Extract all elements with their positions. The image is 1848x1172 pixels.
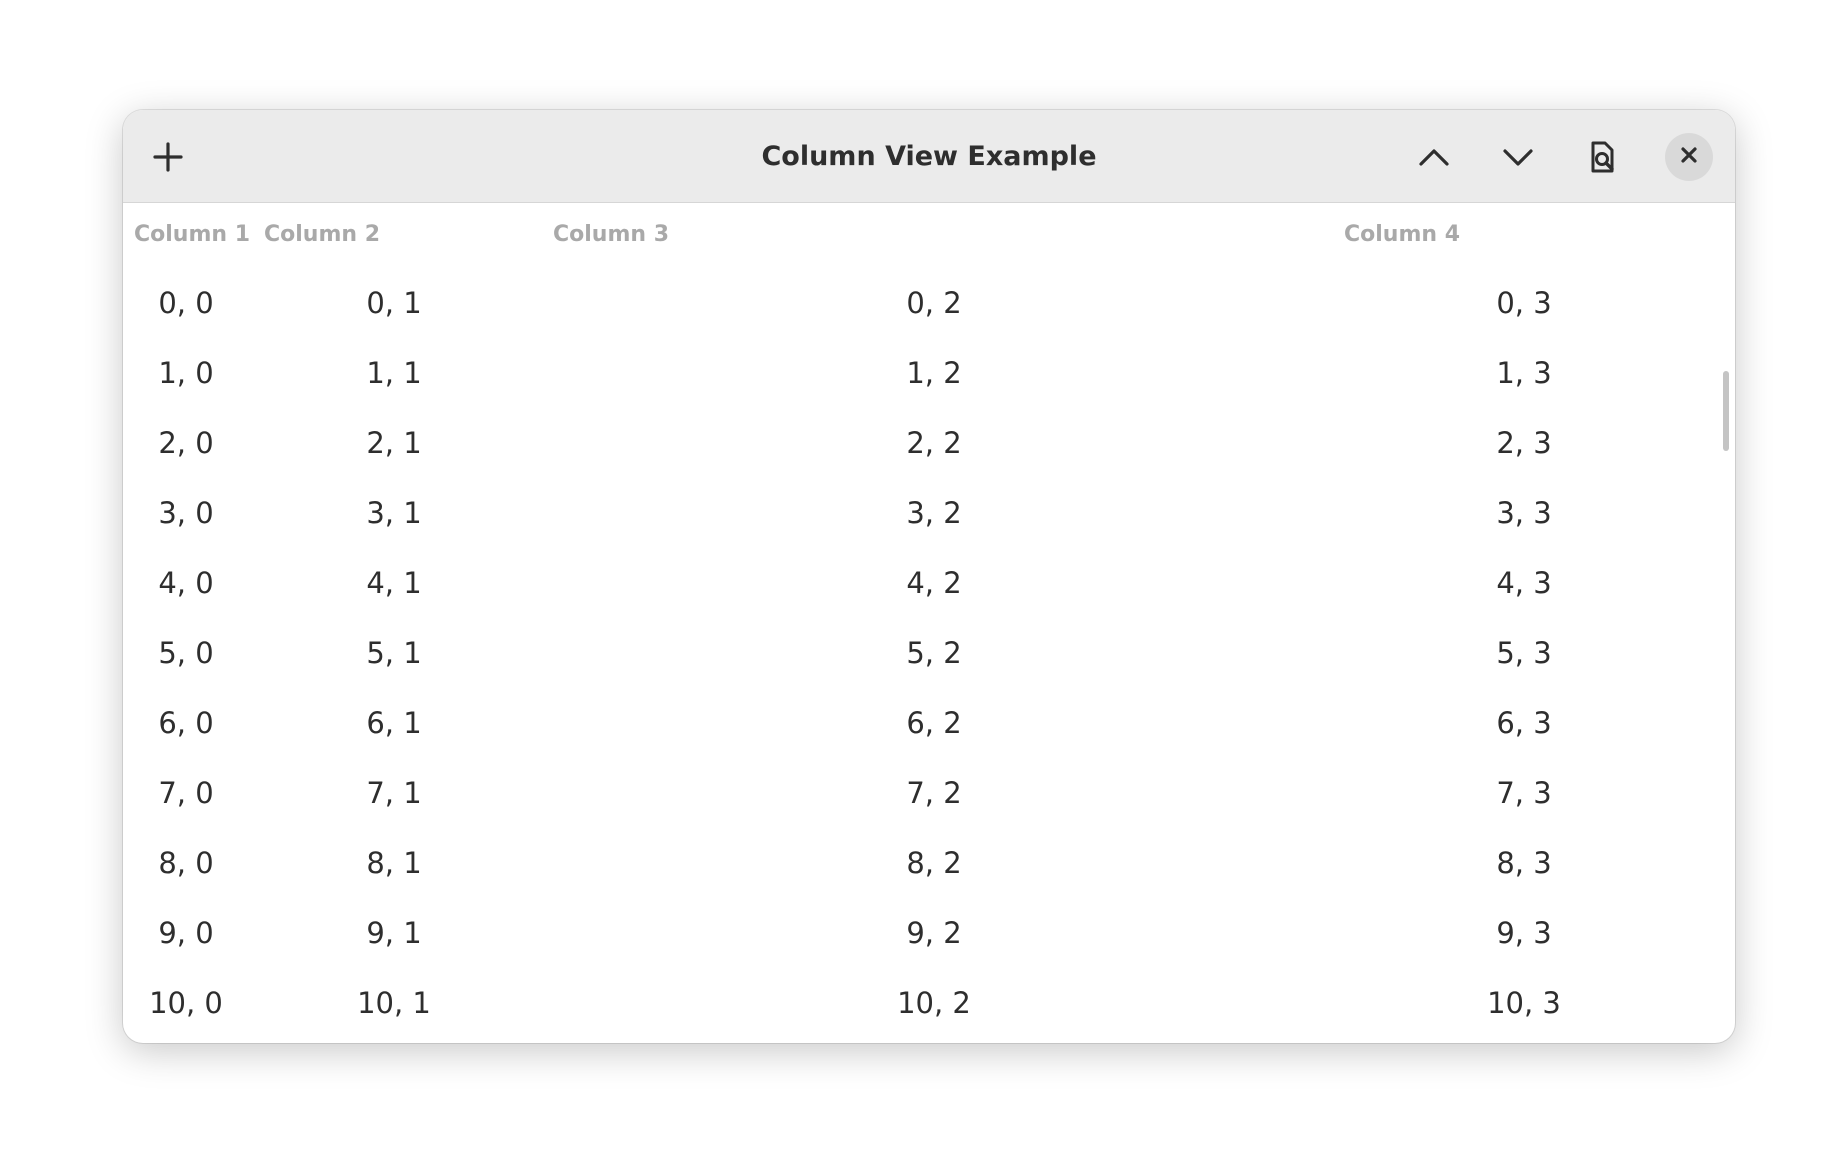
table-cell: 8, 0 [158,846,214,880]
table-cell: 5, 2 [906,636,962,670]
table-cell: 1, 1 [366,356,422,390]
table-cell: 3, 1 [366,496,422,530]
table-cell: 9, 3 [1496,916,1552,950]
table-cell: 6, 2 [906,706,962,740]
table-row[interactable]: 3, 0 3, 1 3, 2 3, 3 [123,478,1735,548]
table-row[interactable]: 4, 0 4, 1 4, 2 4, 3 [123,548,1735,618]
table-cell: 2, 0 [158,426,214,460]
table-cell: 9, 1 [366,916,422,950]
column-header-3[interactable]: Column 3 [553,222,670,247]
table-cell: 9, 0 [158,916,214,950]
table-row[interactable]: 2, 0 2, 1 2, 2 2, 3 [123,408,1735,478]
table-cell: 7, 3 [1496,776,1552,810]
table-cell: 6, 0 [158,706,214,740]
table-row[interactable]: 9, 0 9, 1 9, 2 9, 3 [123,898,1735,968]
plus-icon [152,141,184,173]
table-row[interactable]: 0, 0 0, 1 0, 2 0, 3 [123,268,1735,338]
table-cell: 10, 0 [149,986,223,1020]
table-cell: 4, 3 [1496,566,1552,600]
table-cell: 4, 1 [366,566,422,600]
table-cell: 7, 2 [906,776,962,810]
table-cell: 10, 2 [897,986,971,1020]
column-header-1[interactable]: Column 1 [134,222,251,247]
table-cell: 1, 0 [158,356,214,390]
table-cell: 7, 1 [366,776,422,810]
table-cell: 4, 0 [158,566,214,600]
column-header-2[interactable]: Column 2 [264,222,381,247]
table-cell: 3, 0 [158,496,214,530]
table-cell: 2, 2 [906,426,962,460]
table-cell: 10, 3 [1487,986,1561,1020]
table-cell: 3, 2 [906,496,962,530]
chevron-up-icon [1417,140,1451,174]
table-cell: 8, 3 [1496,846,1552,880]
table-row[interactable]: 5, 0 5, 1 5, 2 5, 3 [123,618,1735,688]
table-cell: 6, 3 [1496,706,1552,740]
table-cell: 7, 0 [158,776,214,810]
add-button[interactable] [142,131,194,183]
table-cell: 3, 3 [1496,496,1552,530]
table-cell: 5, 0 [158,636,214,670]
table-row[interactable]: 8, 0 8, 1 8, 2 8, 3 [123,828,1735,898]
column-header-4[interactable]: Column 4 [1344,222,1461,247]
table-cell: 1, 3 [1496,356,1552,390]
column-view: Column 1 Column 2 Column 3 Column 4 0, 0… [123,203,1735,1043]
document-search-icon [1585,140,1619,174]
headerbar: Column View Example [123,110,1735,203]
table-cell: 8, 2 [906,846,962,880]
table-cell: 0, 2 [906,286,962,320]
close-icon [1680,146,1698,168]
table-cell: 4, 2 [906,566,962,600]
table-cell: 1, 2 [906,356,962,390]
table-cell: 10, 1 [357,986,431,1020]
table-row[interactable]: 10, 0 10, 1 10, 2 10, 3 [123,968,1735,1038]
table-cell: 0, 0 [158,286,214,320]
table-cell: 5, 3 [1496,636,1552,670]
vertical-scrollbar[interactable] [1723,371,1729,451]
previous-button[interactable] [1408,131,1460,183]
table-cell: 5, 1 [366,636,422,670]
next-button[interactable] [1492,131,1544,183]
app-window: Column View Example [123,110,1735,1043]
table-cell: 9, 2 [906,916,962,950]
table-cell: 0, 3 [1496,286,1552,320]
table-row[interactable]: 1, 0 1, 1 1, 2 1, 3 [123,338,1735,408]
table-cell: 2, 3 [1496,426,1552,460]
table-cell: 6, 1 [366,706,422,740]
table-row[interactable]: 6, 0 6, 1 6, 2 6, 3 [123,688,1735,758]
table-cell: 8, 1 [366,846,422,880]
chevron-down-icon [1501,140,1535,174]
table-cell: 2, 1 [366,426,422,460]
find-button[interactable] [1576,131,1628,183]
close-button[interactable] [1665,133,1713,181]
table-row[interactable]: 7, 0 7, 1 7, 2 7, 3 [123,758,1735,828]
table-cell: 0, 1 [366,286,422,320]
